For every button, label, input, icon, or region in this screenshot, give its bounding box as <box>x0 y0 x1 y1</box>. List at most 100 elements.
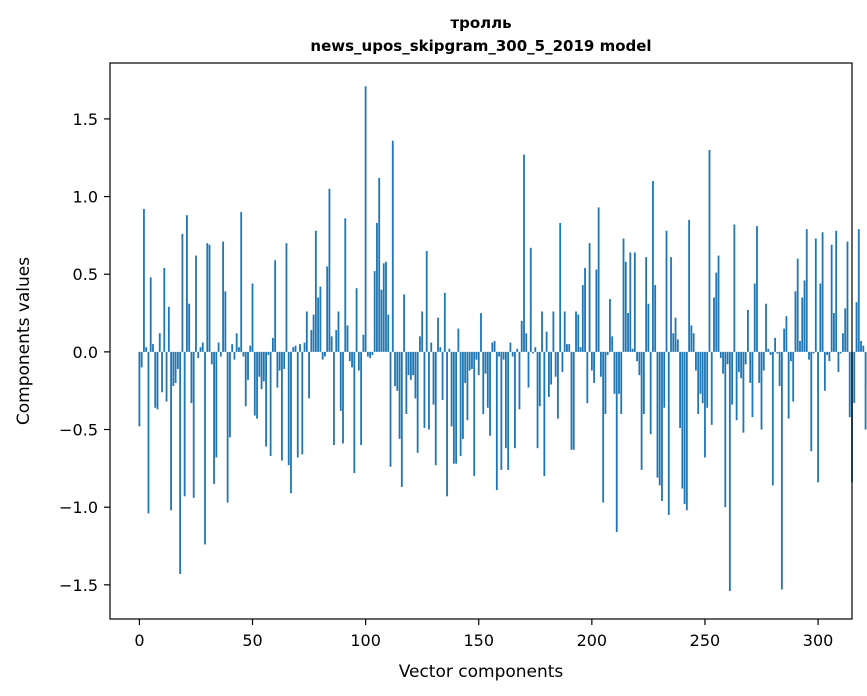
bar <box>803 280 806 352</box>
bar <box>394 351 396 387</box>
bar <box>376 222 378 352</box>
bar <box>857 229 860 352</box>
bar <box>586 351 589 404</box>
bar <box>480 313 482 352</box>
bar <box>826 351 829 355</box>
bar <box>726 351 729 365</box>
bar <box>817 351 819 483</box>
bar <box>471 351 473 369</box>
bar <box>572 351 575 450</box>
bar <box>534 347 537 352</box>
bar <box>192 351 195 498</box>
bar <box>437 317 439 352</box>
bar <box>597 207 600 352</box>
bar <box>853 351 856 404</box>
bar <box>473 351 476 477</box>
bar <box>468 351 471 371</box>
y-axis: −1.5 −1.0 −0.5 0.0 0.5 1.0 1.5 <box>59 110 110 595</box>
bar <box>799 341 801 352</box>
bar <box>353 351 356 474</box>
bar <box>493 341 496 352</box>
bar <box>509 342 512 352</box>
bar <box>441 351 444 401</box>
bar <box>631 348 634 352</box>
bar <box>593 351 596 383</box>
bar <box>860 341 862 352</box>
bar <box>823 351 826 391</box>
bar <box>228 351 231 438</box>
chart-title-line2: news_upos_skipgram_300_5_2019 model <box>310 37 651 55</box>
bar <box>283 351 286 369</box>
bar <box>862 345 865 352</box>
bar <box>380 289 383 352</box>
bar <box>391 140 394 352</box>
bar <box>301 351 304 455</box>
bar <box>557 351 559 419</box>
bar <box>599 351 602 377</box>
y-tick-label: −0.5 <box>59 421 98 440</box>
bar <box>661 351 663 501</box>
bar <box>326 266 329 352</box>
y-tick-label: 1.5 <box>73 110 98 129</box>
bar <box>733 224 736 352</box>
bar <box>409 351 412 380</box>
bar <box>477 351 480 376</box>
bar <box>645 257 648 352</box>
bar <box>158 333 161 352</box>
bar <box>147 351 150 514</box>
bar <box>500 351 503 470</box>
bar <box>366 351 369 357</box>
bar <box>321 351 324 360</box>
bar <box>518 351 521 410</box>
bar <box>502 351 505 360</box>
bar <box>233 351 236 360</box>
bar <box>699 351 702 394</box>
bar <box>459 351 462 456</box>
bar <box>348 351 351 362</box>
bar <box>403 294 405 352</box>
bar <box>568 344 571 352</box>
bar <box>448 348 451 352</box>
bar <box>697 351 700 414</box>
bar <box>319 286 322 352</box>
bar <box>516 348 519 352</box>
bar <box>690 325 693 352</box>
bar <box>489 351 491 436</box>
bar <box>405 351 408 414</box>
bar <box>247 351 249 380</box>
bar <box>613 351 616 394</box>
bar <box>206 243 209 352</box>
bar <box>584 268 586 352</box>
bar <box>156 351 159 410</box>
bar <box>570 351 573 450</box>
bar <box>785 316 788 352</box>
bar <box>563 311 566 352</box>
bar <box>484 351 487 374</box>
bar <box>407 351 410 376</box>
bar <box>432 351 435 405</box>
bar <box>165 351 168 402</box>
bar <box>235 333 238 352</box>
bar <box>190 351 193 404</box>
bar <box>281 351 283 461</box>
bar <box>672 333 675 352</box>
bar <box>364 86 367 352</box>
bar <box>636 351 638 362</box>
bar <box>787 351 790 419</box>
bar <box>722 351 724 374</box>
bar <box>305 311 308 352</box>
bar <box>527 351 530 388</box>
bar <box>330 336 333 352</box>
y-tick-label: 0.0 <box>73 343 98 362</box>
bar <box>774 337 776 352</box>
bar <box>577 314 580 352</box>
bar <box>525 333 528 352</box>
bar <box>138 351 141 427</box>
bar <box>532 351 534 354</box>
bar <box>398 351 401 439</box>
bar <box>837 351 840 373</box>
bar <box>676 339 679 352</box>
bar <box>749 351 752 383</box>
bar <box>627 313 629 352</box>
bar <box>701 351 704 404</box>
